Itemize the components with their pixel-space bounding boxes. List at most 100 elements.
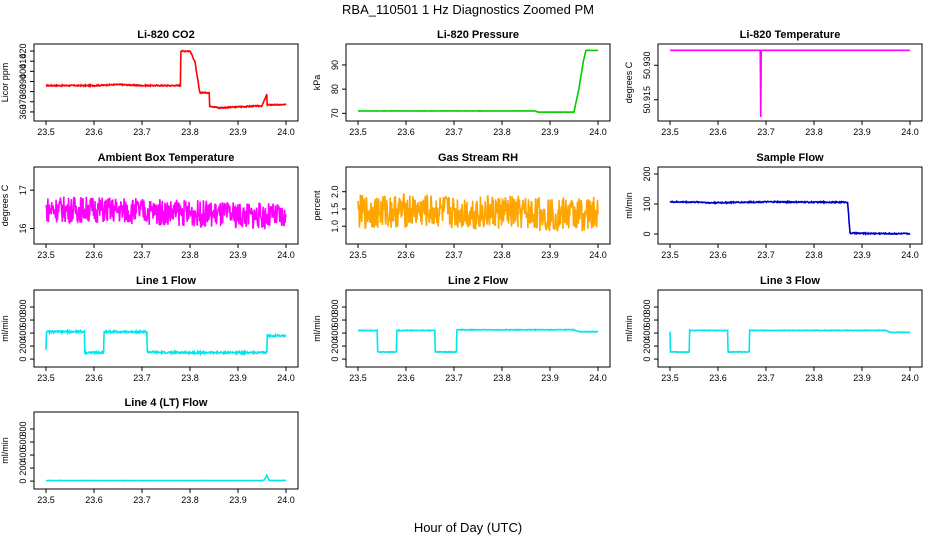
- x-tick-label: 24.0: [901, 373, 919, 383]
- x-tick-label: 23.9: [541, 250, 559, 260]
- panel-1: Li-820 CO2 Licor ppm 360370380390400410420…: [0, 29, 299, 137]
- x-tick-label: 23.6: [709, 250, 727, 260]
- y-tick-label: 200: [642, 339, 652, 354]
- x-tick-label: 23.6: [397, 127, 415, 137]
- y-tick-label: 600: [18, 435, 28, 450]
- panel-title: Sample Flow: [756, 152, 824, 164]
- y-tick-label: 600: [330, 313, 340, 328]
- x-tick-label: 23.6: [85, 373, 103, 383]
- panel-title: Line 3 Flow: [760, 275, 820, 287]
- x-tick-label: 23.6: [85, 250, 103, 260]
- panel-frame: [33, 289, 299, 368]
- x-tick-label: 23.9: [853, 127, 871, 137]
- panel-ylabel: ml/min: [0, 315, 10, 342]
- x-tick-label: 23.5: [349, 127, 367, 137]
- y-tick-label: 80: [330, 84, 340, 94]
- panel-title: Line 1 Flow: [136, 275, 196, 287]
- x-tick-label: 23.7: [133, 250, 151, 260]
- series-line: [669, 199, 911, 237]
- x-tick-label: 23.8: [181, 250, 199, 260]
- y-tick-label: 800: [18, 422, 28, 437]
- y-tick-label: 360: [18, 104, 28, 119]
- panel-frame: [657, 166, 923, 245]
- y-tick-label: 380: [18, 84, 28, 99]
- panel-frame: [33, 43, 299, 122]
- panel-ylabel: degrees C: [624, 61, 634, 103]
- y-tick-label: 800: [330, 300, 340, 315]
- y-tick-label: 90: [330, 60, 340, 70]
- y-tick-label: 420: [18, 44, 28, 59]
- panel-ylabel: ml/min: [624, 315, 634, 342]
- x-tick-label: 23.7: [757, 127, 775, 137]
- x-tick-label: 23.6: [85, 127, 103, 137]
- y-tick-label: 200: [18, 461, 28, 476]
- panel-3: Li-820 Temperature degrees C 50.915 50.930 2…: [624, 29, 923, 137]
- y-tick-label: 800: [642, 300, 652, 315]
- y-tick-label: 2.0: [330, 185, 340, 198]
- x-tick-label: 23.5: [37, 127, 55, 137]
- x-tick-label: 23.8: [181, 127, 199, 137]
- y-tick-label: 800: [18, 300, 28, 315]
- x-tick-label: 23.8: [493, 250, 511, 260]
- x-tick-label: 23.8: [805, 373, 823, 383]
- x-tick-label: 23.6: [397, 250, 415, 260]
- y-tick-label: 17: [18, 185, 28, 195]
- y-tick-label: 70: [330, 108, 340, 118]
- y-tick-label: 600: [642, 313, 652, 328]
- x-tick-label: 24.0: [589, 250, 607, 260]
- y-tick-label: 1.5: [330, 203, 340, 216]
- y-tick-label: 0: [642, 231, 652, 236]
- x-tick-label: 23.7: [133, 127, 151, 137]
- panel-title: Li-820 Temperature: [740, 29, 841, 41]
- x-tick-label: 23.9: [229, 250, 247, 260]
- x-tick-label: 23.5: [37, 495, 55, 505]
- series-line: [45, 196, 287, 230]
- x-tick-label: 23.7: [445, 127, 463, 137]
- x-tick-label: 23.8: [493, 127, 511, 137]
- panel-frame: [345, 43, 611, 122]
- x-tick-label: 23.6: [709, 127, 727, 137]
- series-line: [357, 49, 599, 114]
- panel-title: Line 4 (LT) Flow: [125, 397, 208, 409]
- x-tick-label: 23.6: [397, 373, 415, 383]
- panel-6: Sample Flow ml/min 0 100 200 23.5 23.6 23.7 23.8…: [624, 152, 923, 260]
- x-tick-label: 23.7: [133, 495, 151, 505]
- x-tick-label: 23.5: [349, 250, 367, 260]
- y-tick-label: 390: [18, 74, 28, 89]
- x-tick-label: 23.7: [133, 373, 151, 383]
- x-tick-label: 23.5: [37, 250, 55, 260]
- panel-title: Line 2 Flow: [448, 275, 508, 287]
- x-tick-label: 23.9: [541, 127, 559, 137]
- x-tick-label: 24.0: [589, 373, 607, 383]
- panel-4: Ambient Box Temperature degrees C 16 17 23.5…: [0, 152, 299, 260]
- x-tick-label: 23.8: [805, 127, 823, 137]
- panel-ylabel: degrees C: [0, 184, 10, 226]
- x-tick-label: 23.9: [229, 373, 247, 383]
- y-tick-label: 400: [18, 326, 28, 341]
- y-tick-label: 370: [18, 94, 28, 109]
- panel-title: Ambient Box Temperature: [98, 152, 235, 164]
- x-tick-label: 24.0: [901, 250, 919, 260]
- x-tick-label: 23.8: [805, 250, 823, 260]
- x-tick-label: 23.8: [181, 495, 199, 505]
- series-line: [45, 49, 287, 110]
- panel-ylabel: kPa: [312, 75, 322, 91]
- y-tick-label: 400: [330, 326, 340, 341]
- x-tick-label: 23.5: [661, 250, 679, 260]
- x-tick-label: 23.7: [757, 373, 775, 383]
- y-tick-label: 400: [18, 64, 28, 79]
- y-tick-label: 200: [18, 339, 28, 354]
- panel-frame: [33, 411, 299, 490]
- x-tick-label: 23.5: [37, 373, 55, 383]
- x-tick-label: 23.7: [445, 373, 463, 383]
- panel-5: Gas Stream RH percent 1.0 1.5 2.0 23.5 23.6 23.…: [312, 152, 611, 260]
- x-tick-label: 23.5: [661, 127, 679, 137]
- x-tick-label: 23.8: [493, 373, 511, 383]
- panel-title: Li-820 Pressure: [437, 29, 519, 41]
- y-tick-label: 600: [18, 313, 28, 328]
- x-tick-label: 23.6: [709, 373, 727, 383]
- y-tick-label: 400: [642, 326, 652, 341]
